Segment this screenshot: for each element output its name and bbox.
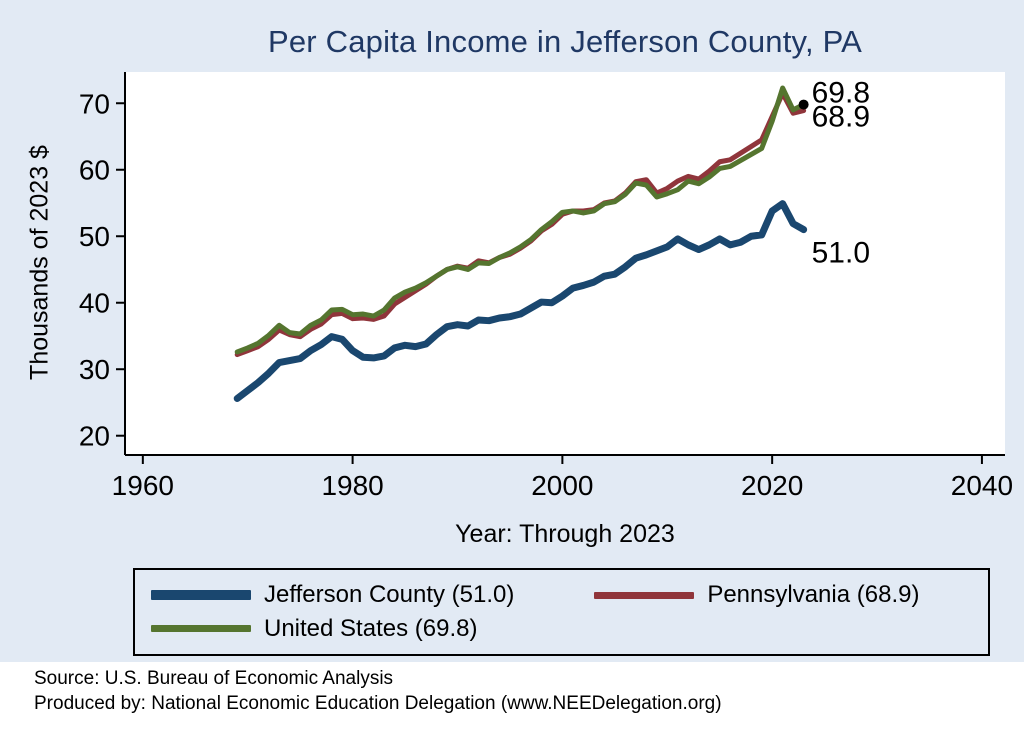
legend-swatch-jefferson-county — [151, 590, 251, 601]
chart-canvas: 20 30 40 50 60 70 1960 1980 2000 2020 2040 51.0 68.9… — [79, 72, 1013, 501]
svg-text:30: 30 — [79, 354, 110, 385]
svg-text:69.8: 69.8 — [812, 77, 870, 110]
svg-text:50: 50 — [79, 221, 110, 252]
svg-text:70: 70 — [79, 88, 110, 119]
svg-text:60: 60 — [79, 155, 110, 186]
legend: Jefferson County (51.0) Pennsylvania (68… — [133, 568, 990, 656]
legend-label-pennsylvania: Pennsylvania (68.9) — [707, 581, 920, 609]
legend-label-united-states: United States (69.8) — [264, 614, 478, 642]
chart-title: Per Capita Income in Jefferson County, P… — [267, 24, 863, 59]
legend-item-pennsylvania: Pennsylvania (68.9) — [594, 581, 972, 609]
legend-swatch-pennsylvania — [594, 591, 695, 599]
svg-text:2000: 2000 — [531, 470, 593, 501]
source-note: Source: U.S. Bureau of Economic Analysis… — [34, 666, 722, 716]
legend-item-jefferson-county: Jefferson County (51.0) — [151, 581, 594, 609]
y-axis-title: Thousands of 2023 $ — [25, 145, 54, 380]
svg-text:2020: 2020 — [741, 470, 803, 501]
svg-text:20: 20 — [79, 421, 110, 452]
legend-item-united-states: United States (69.8) — [151, 615, 594, 643]
x-axis-title: Year: Through 2023 — [455, 520, 675, 548]
svg-text:1980: 1980 — [321, 470, 383, 501]
producer-line: Produced by: National Economic Education… — [34, 693, 722, 715]
source-line: Source: U.S. Bureau of Economic Analysis — [34, 668, 394, 689]
svg-text:51.0: 51.0 — [812, 237, 870, 270]
legend-swatch-united-states — [151, 625, 251, 633]
legend-label-jefferson-county: Jefferson County (51.0) — [264, 581, 515, 609]
svg-text:1960: 1960 — [112, 470, 174, 501]
svg-text:2040: 2040 — [951, 470, 1013, 501]
svg-text:40: 40 — [79, 288, 110, 319]
chart-region: Per Capita Income in Jefferson County, P… — [0, 0, 1024, 662]
svg-text:68.9: 68.9 — [812, 101, 870, 134]
